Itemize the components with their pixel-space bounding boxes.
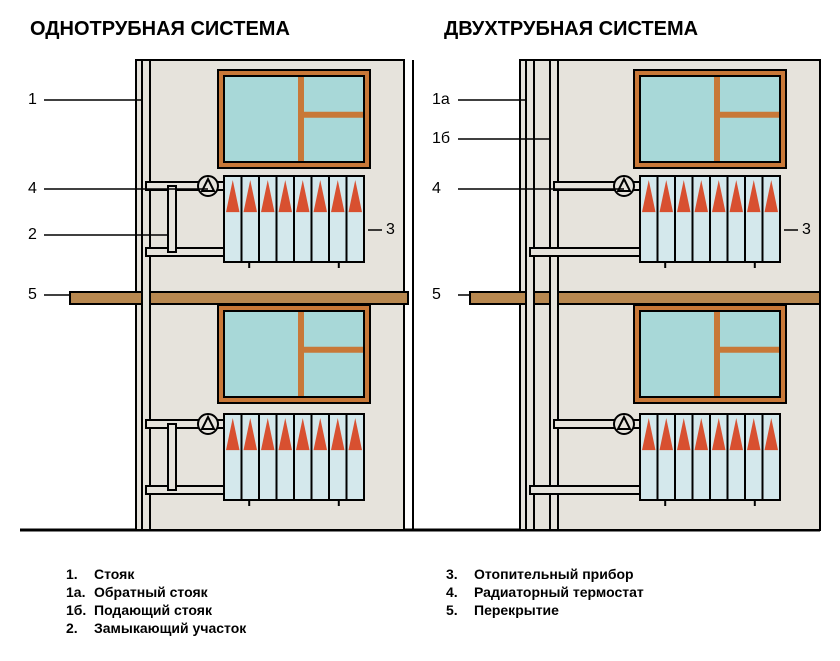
callout-label: 1б bbox=[432, 130, 450, 148]
legend-item: 2.Замыкающий участок bbox=[66, 620, 246, 636]
heating-diagram bbox=[0, 0, 840, 661]
callout-label: 1а bbox=[432, 91, 450, 109]
callout-label: 5 bbox=[28, 286, 37, 304]
legend-item: 1а.Обратный стояк bbox=[66, 584, 246, 600]
legend-item: 4.Радиаторный термостат bbox=[446, 584, 644, 600]
callout-label: 5 bbox=[432, 286, 441, 304]
legend-item: 5.Перекрытие bbox=[446, 602, 644, 618]
callout-label: 2 bbox=[28, 226, 37, 244]
legend-item: 1.Стояк bbox=[66, 566, 246, 582]
legend-right: 3.Отопительный прибор 4.Радиаторный термо… bbox=[446, 566, 644, 620]
callout-label: 4 bbox=[432, 180, 441, 198]
callout-label: 3 bbox=[802, 221, 811, 239]
legend-item: 3.Отопительный прибор bbox=[446, 566, 644, 582]
callout-label: 1 bbox=[28, 91, 37, 109]
legend-left: 1.Стояк 1а.Обратный стояк 1б.Подающий стоя… bbox=[66, 566, 246, 638]
callout-label: 4 bbox=[28, 180, 37, 198]
callout-label: 3 bbox=[386, 221, 395, 239]
legend-item: 1б.Подающий стояк bbox=[66, 602, 246, 618]
